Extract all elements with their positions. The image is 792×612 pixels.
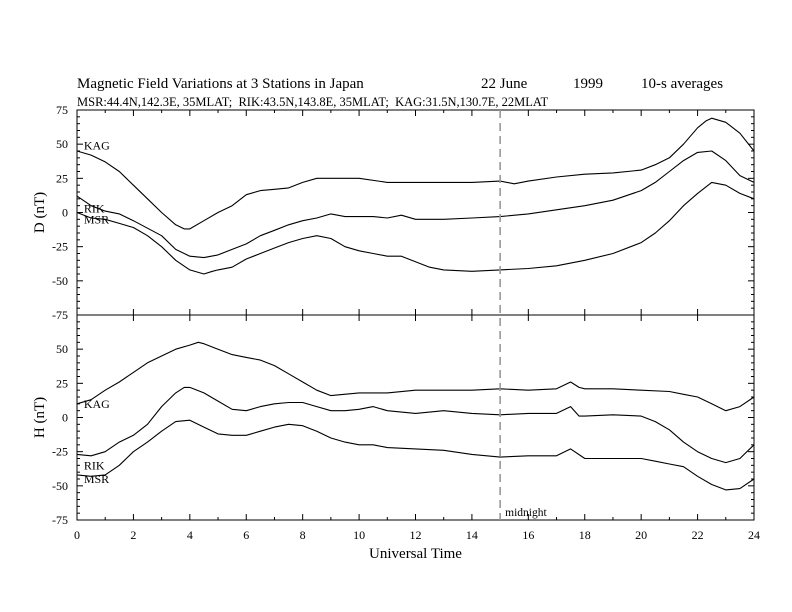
x-tick-label: 14: [466, 528, 478, 542]
midnight-marker-group: midnight: [499, 110, 547, 520]
series-line-rik-d: [76, 150, 755, 259]
y-axis-label-h: H (nT): [32, 397, 48, 438]
series-label-msr-d: MSR: [84, 212, 109, 226]
x-tick-label: 24: [748, 528, 760, 542]
chart-year: 1999: [573, 76, 603, 92]
x-tick-label: 10: [353, 528, 365, 542]
y-tick-label: 0: [62, 411, 68, 425]
y-tick-label: -75: [52, 308, 68, 322]
chart-average: 10-s averages: [641, 76, 723, 92]
series-line-kag-d: [76, 117, 755, 230]
series-label-kag-d: KAG: [84, 139, 110, 153]
series-label-kag-h: KAG: [84, 397, 110, 411]
y-tick-label: -50: [52, 479, 68, 493]
series-label-rik-h: RIK: [84, 458, 105, 472]
y-tick-label: 25: [56, 171, 68, 185]
x-tick-label: 22: [692, 528, 704, 542]
series-label-msr-h: MSR: [84, 472, 109, 486]
y-tick-label: -50: [52, 274, 68, 288]
x-tick-label: 16: [522, 528, 534, 542]
series-line-msr-d: [76, 181, 755, 275]
y-tick-label: -75: [52, 513, 68, 527]
y-tick-label: 50: [56, 342, 68, 356]
chart-title: Magnetic Field Variations at 3 Stations …: [77, 76, 364, 92]
x-axis-label: Universal Time: [369, 546, 462, 562]
x-tick-label: 0: [74, 528, 80, 542]
x-tick-label: 4: [187, 528, 193, 542]
chart-title-group: Magnetic Field Variations at 3 Stations …: [77, 76, 723, 109]
y-axis-label-d: D (nT): [32, 192, 48, 233]
series-line-msr-h: [76, 419, 755, 491]
x-tick-label: 20: [635, 528, 647, 542]
x-tick-label: 8: [300, 528, 306, 542]
chart-subtitle: MSR:44.4N,142.3E, 35MLAT; RIK:43.5N,143.…: [77, 95, 549, 109]
y-tick-label: 0: [62, 206, 68, 220]
y-tick-label: 50: [56, 137, 68, 151]
panel-h-frame: [76, 314, 755, 521]
y-tick-label: -25: [52, 240, 68, 254]
x-tick-label: 18: [579, 528, 591, 542]
y-tick-label: 25: [56, 376, 68, 390]
chart-date: 22 June: [481, 76, 528, 92]
y-tick-label: 75: [56, 103, 68, 117]
panel-d-frame: [76, 109, 755, 316]
x-tick-label: 2: [130, 528, 136, 542]
x-tick-label: 6: [243, 528, 249, 542]
x-tick-label: 12: [410, 528, 422, 542]
series-line-kag-h: [76, 341, 755, 412]
series-label-rik-d: RIK: [84, 201, 105, 215]
midnight-label: midnight: [505, 507, 547, 519]
series-line-rik-h: [76, 386, 755, 464]
y-tick-label: -25: [52, 445, 68, 459]
